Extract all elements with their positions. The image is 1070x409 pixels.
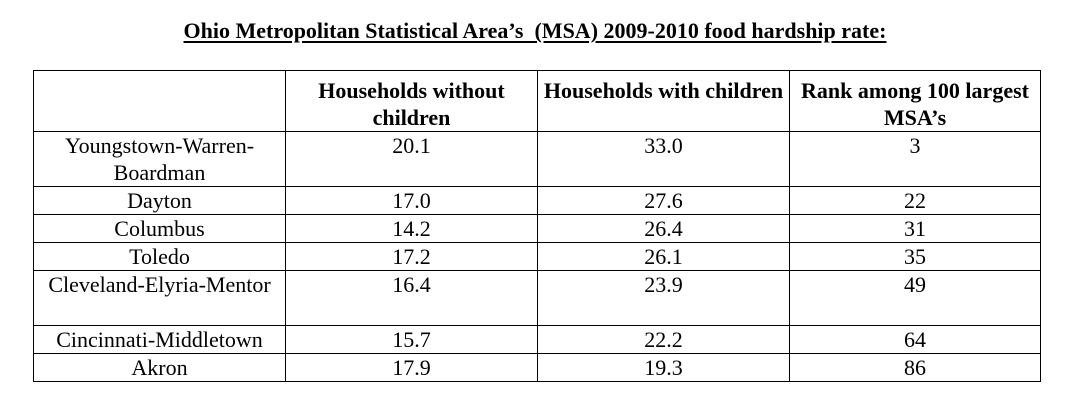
msa-name: Dayton bbox=[33, 186, 286, 215]
rate-with-children: 33.0 bbox=[537, 131, 790, 187]
rate-without-children: 17.0 bbox=[285, 186, 538, 215]
rate-without-children: 17.2 bbox=[285, 242, 538, 271]
table-row: Youngstown-Warren-Boardman 20.1 33.0 3 bbox=[33, 131, 1041, 187]
msa-rank: 3 bbox=[789, 131, 1041, 187]
rate-without-children: 16.4 bbox=[285, 270, 538, 326]
msa-rank: 86 bbox=[789, 353, 1041, 382]
msa-name: Columbus bbox=[33, 214, 286, 243]
header-households-with-children: Households with children bbox=[537, 70, 790, 132]
rate-with-children: 19.3 bbox=[537, 353, 790, 382]
msa-name: Toledo bbox=[33, 242, 286, 271]
msa-name: Akron bbox=[33, 353, 286, 382]
rate-without-children: 17.9 bbox=[285, 353, 538, 382]
rate-without-children: 15.7 bbox=[285, 325, 538, 354]
header-rank: Rank among 100 largest MSA’s bbox=[789, 70, 1041, 132]
table-row: Cincinnati-Middletown 15.7 22.2 64 bbox=[33, 325, 1041, 354]
table-row: Cleveland-Elyria-Mentor 16.4 23.9 49 bbox=[33, 270, 1041, 326]
table-row: Akron 17.9 19.3 86 bbox=[33, 353, 1041, 382]
rate-with-children: 26.1 bbox=[537, 242, 790, 271]
table-row: Toledo 17.2 26.1 35 bbox=[33, 242, 1041, 271]
rate-with-children: 26.4 bbox=[537, 214, 790, 243]
msa-name: Youngstown-Warren-Boardman bbox=[33, 131, 286, 187]
table-row: Columbus 14.2 26.4 31 bbox=[33, 214, 1041, 243]
msa-name: Cincinnati-Middletown bbox=[33, 325, 286, 354]
msa-rank: 22 bbox=[789, 186, 1041, 215]
msa-name: Cleveland-Elyria-Mentor bbox=[33, 270, 286, 326]
msa-rank: 64 bbox=[789, 325, 1041, 354]
food-hardship-table: Households without children Households w… bbox=[33, 70, 1041, 382]
msa-rank: 35 bbox=[789, 242, 1041, 271]
table-header-row: Households without children Households w… bbox=[33, 70, 1041, 132]
rate-without-children: 14.2 bbox=[285, 214, 538, 243]
document-title: Ohio Metropolitan Statistical Area’s (MS… bbox=[183, 18, 887, 43]
table-row: Dayton 17.0 27.6 22 bbox=[33, 186, 1041, 215]
rate-without-children: 20.1 bbox=[285, 131, 538, 187]
rate-with-children: 27.6 bbox=[537, 186, 790, 215]
header-msa bbox=[33, 70, 286, 132]
rate-with-children: 23.9 bbox=[537, 270, 790, 326]
rate-with-children: 22.2 bbox=[537, 325, 790, 354]
msa-rank: 49 bbox=[789, 270, 1041, 326]
header-households-without-children: Households without children bbox=[285, 70, 538, 132]
msa-rank: 31 bbox=[789, 214, 1041, 243]
